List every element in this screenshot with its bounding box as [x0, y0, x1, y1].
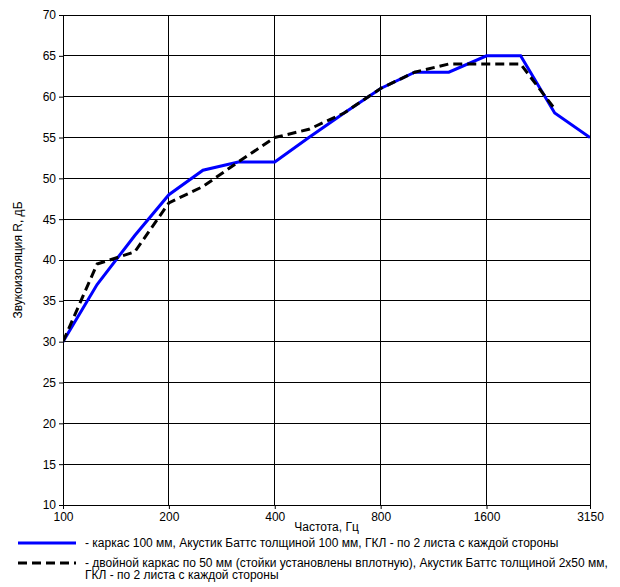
y-tick-label: 55 [43, 131, 57, 145]
y-tick-label: 20 [43, 417, 57, 431]
y-tick-mark [59, 423, 63, 424]
y-axis: 10 15 20 25 30 35 40 45 50 55 60 65 70 [43, 8, 64, 512]
y-tick-mark [59, 260, 63, 261]
chart: 100 200 400 800 1600 3150 10 15 20 25 30 35 40 45 50 55… [0, 0, 620, 587]
y-tick-mark [59, 15, 63, 16]
y-grid-line [63, 96, 590, 97]
legend: - каркас 100 мм, Акустик Баттс толщиной … [18, 536, 608, 582]
y-tick-label: 10 [43, 498, 57, 512]
x-tick-label: 800 [371, 510, 391, 524]
x-tick-mark [487, 505, 488, 509]
y-tick-mark [59, 464, 63, 465]
x-tick-label: 400 [265, 510, 285, 524]
x-tick: 800 [371, 505, 391, 524]
y-tick: 65 [43, 49, 63, 63]
x-tick: 200 [159, 505, 179, 524]
x-tick: 1600 [474, 505, 501, 524]
y-tick-label: 60 [43, 90, 57, 104]
y-tick-mark [59, 56, 63, 57]
y-tick: 10 [43, 498, 63, 512]
lines [63, 56, 590, 342]
y-grid-line [63, 219, 590, 220]
x-axis-title: Частота, Гц [294, 520, 359, 534]
x-tick-label: 100 [53, 510, 73, 524]
y-grid-line [63, 300, 590, 301]
y-axis-title: Звукоизоляция R, дБ [11, 201, 25, 318]
y-tick-label: 30 [43, 335, 57, 349]
x-grid-line [168, 15, 169, 505]
y-tick-mark [59, 301, 63, 302]
y-tick: 35 [43, 294, 63, 308]
y-tick-label: 15 [43, 458, 57, 472]
y-tick-mark [59, 138, 63, 139]
legend-label: - каркас 100 мм, Акустик Баттс толщиной … [85, 536, 558, 550]
y-tick-label: 65 [43, 49, 57, 63]
x-tick: 400 [265, 505, 285, 524]
y-tick-mark [59, 219, 63, 220]
y-tick-mark [59, 505, 63, 506]
y-tick: 50 [43, 172, 63, 186]
y-tick: 45 [43, 213, 63, 227]
legend-item: - каркас 100 мм, Акустик Баттс толщиной … [18, 536, 558, 550]
y-tick: 20 [43, 417, 63, 431]
series-line [63, 64, 555, 342]
y-tick-mark [59, 178, 63, 179]
y-tick-mark [59, 342, 63, 343]
y-grid-line [63, 423, 590, 424]
x-tick-mark [275, 505, 276, 509]
x-tick-label: 200 [159, 510, 179, 524]
plot-frame [63, 15, 590, 505]
legend-label: - двойной каркас по 50 мм (стойки устано… [85, 556, 608, 582]
x-tick-label: 3150 [577, 510, 604, 524]
y-tick: 60 [43, 90, 63, 104]
y-tick: 40 [43, 253, 63, 267]
y-tick-label: 70 [43, 8, 57, 22]
x-grid-line [274, 15, 275, 505]
series-line [63, 56, 590, 342]
x-tick: 3150 [577, 505, 604, 524]
y-grid-line [63, 341, 590, 342]
y-tick-label: 45 [43, 213, 57, 227]
y-tick-mark [59, 97, 63, 98]
legend-swatch [18, 542, 76, 545]
y-tick-label: 35 [43, 294, 57, 308]
y-tick: 70 [43, 8, 63, 22]
x-tick-mark [590, 505, 591, 509]
y-tick-label: 50 [43, 172, 57, 186]
x-tick: 100 [53, 505, 73, 524]
y-tick: 25 [43, 376, 63, 390]
x-tick-mark [381, 505, 382, 509]
y-tick: 15 [43, 458, 63, 472]
y-tick-label: 40 [43, 253, 57, 267]
y-grid-line [63, 260, 590, 261]
y-tick-mark [59, 383, 63, 384]
y-grid-line [63, 178, 590, 179]
legend-item: - двойной каркас по 50 мм (стойки устано… [18, 556, 608, 582]
y-grid-line [63, 382, 590, 383]
x-grid-line [486, 15, 487, 505]
x-tick-label: 1600 [474, 510, 501, 524]
x-tick-mark [169, 505, 170, 509]
y-tick: 55 [43, 131, 63, 145]
y-grid-line [63, 137, 590, 138]
y-tick-label: 25 [43, 376, 57, 390]
y-tick: 30 [43, 335, 63, 349]
y-axis-line [59, 16, 64, 506]
grid [63, 15, 590, 505]
x-axis-line [64, 506, 591, 510]
legend-swatch [18, 562, 76, 565]
y-grid-line [63, 464, 590, 465]
